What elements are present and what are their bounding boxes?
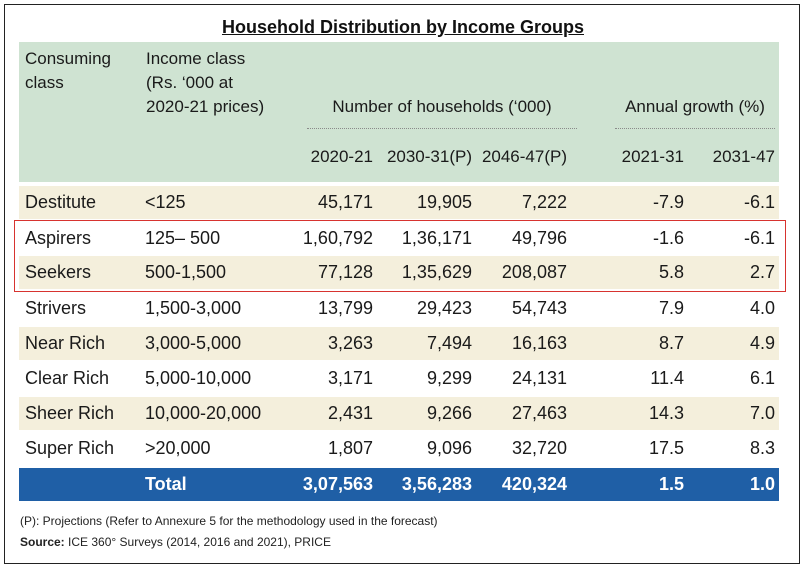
cell-2046-47: 49,796 [511,228,567,248]
header-year-2020-21: 2020-21 [310,147,373,166]
source-label: Source: [20,535,65,549]
cell-class: Super Rich [25,438,115,458]
cell-growth-2021-31: -1.6 [652,228,684,248]
cell-growth-2021-31: 5.8 [658,262,684,282]
header-income-class-line: (Rs. ‘000 at [146,73,233,92]
header-consuming-class-line: class [25,73,64,92]
cell-income: 5,000-10,000 [145,368,252,388]
cell-growth-2031-47: -6.1 [743,228,775,248]
image-frame [4,4,800,564]
cell-growth-2021-31: 11.4 [650,368,684,388]
header-income-class: Income class (Rs. ‘000 at 2020-21 prices… [146,47,264,119]
header-divider [615,128,775,129]
cell-2046-47: 16,163 [511,333,567,353]
cell-2020-21: 3,07,563 [302,474,373,494]
cell-income: <125 [145,192,186,212]
table-row-near-rich: Near Rich 3,000-5,000 3,263 7,494 16,163… [19,327,779,360]
cell-2030-31: 1,35,629 [401,262,472,282]
cell-growth-2021-31: 8.7 [658,333,684,353]
header-income-class-line: Income class [146,49,246,68]
cell-2020-21: 45,171 [317,192,373,212]
cell-income: 10,000-20,000 [145,403,262,423]
cell-growth-2031-47: 7.0 [749,403,775,423]
cell-class: Sheer Rich [25,403,115,423]
cell-growth-2031-47: 1.0 [749,474,775,494]
header-growth-2031-47: 2031-47 [712,147,775,166]
cell-2030-31: 9,299 [426,368,472,388]
header-consuming-class: Consuming class [25,47,111,95]
cell-2046-47: 7,222 [521,192,567,212]
header-growth-2021-31: 2021-31 [621,147,684,166]
cell-2020-21: 13,799 [317,298,373,318]
cell-income: 500-1,500 [145,262,227,282]
cell-class: Clear Rich [25,368,110,388]
cell-growth-2031-47: 2.7 [749,262,775,282]
cell-2046-47: 27,463 [511,403,567,423]
table-row-aspirers: Aspirers 125– 500 1,60,792 1,36,171 49,7… [19,222,779,255]
cell-2020-21: 77,128 [317,262,373,282]
cell-2020-21: 3,263 [327,333,373,353]
cell-2020-21: 1,807 [327,438,373,458]
cell-2020-21: 3,171 [327,368,373,388]
table-header: Consuming class Income class (Rs. ‘000 a… [19,42,779,182]
cell-income: 1,500-3,000 [145,298,242,318]
cell-class: Destitute [25,192,97,212]
header-income-class-line: 2020-21 prices) [146,97,265,116]
cell-2046-47: 32,720 [511,438,567,458]
table-row-strivers: Strivers 1,500-3,000 13,799 29,423 54,74… [19,292,779,325]
cell-growth-2031-47: 6.1 [749,368,775,388]
cell-growth-2031-47: 4.0 [749,298,775,318]
cell-2030-31: 9,266 [426,403,472,423]
source-text: ICE 360° Surveys (2014, 2016 and 2021), … [64,535,331,549]
cell-growth-2021-31: 17.5 [648,438,684,458]
cell-2030-31: 9,096 [426,438,472,458]
cell-2046-47: 420,324 [501,474,567,494]
cell-income: >20,000 [145,438,211,458]
cell-2030-31: 3,56,283 [401,474,472,494]
table-row-seekers: Seekers 500-1,500 77,128 1,35,629 208,08… [19,256,779,289]
footnote-projections: (P): Projections (Refer to Annexure 5 fo… [20,514,438,528]
table-row-super-rich: Super Rich >20,000 1,807 9,096 32,720 17… [19,432,779,465]
cell-income: 125– 500 [145,228,221,248]
cell-growth-2031-47: 8.3 [749,438,775,458]
cell-2030-31: 1,36,171 [401,228,472,248]
footnote-source: Source: ICE 360° Surveys (2014, 2016 and… [20,535,331,549]
table-row-sheer-rich: Sheer Rich 10,000-20,000 2,431 9,266 27,… [19,397,779,430]
cell-growth-2021-31: -7.9 [652,192,684,212]
cell-class: Near Rich [25,333,106,353]
table-row-clear-rich: Clear Rich 5,000-10,000 3,171 9,299 24,1… [19,362,779,395]
header-year-2046-47: 2046-47(P) [481,147,567,166]
cell-growth-2021-31: 14.3 [648,403,684,423]
cell-2020-21: 1,60,792 [302,228,373,248]
header-year-2030-31: 2030-31(P) [386,147,472,166]
cell-growth-2021-31: 7.9 [658,298,684,318]
cell-2030-31: 29,423 [416,298,472,318]
cell-class: Aspirers [25,228,92,248]
cell-total-label: Total [145,474,187,494]
cell-class: Strivers [25,298,87,318]
cell-class: Seekers [25,262,92,282]
header-annual-growth: Annual growth (%) [625,97,765,116]
header-consuming-class-line: Consuming [25,49,111,68]
cell-income: 3,000-5,000 [145,333,242,353]
cell-2030-31: 19,905 [416,192,472,212]
cell-growth-2031-47: 4.9 [749,333,775,353]
table-title: Household Distribution by Income Groups [221,17,584,37]
header-number-of-households: Number of households (‘000) [332,97,552,116]
cell-growth-2031-47: -6.1 [743,192,775,212]
table-row-destitute: Destitute <125 45,171 19,905 7,222 -7.9 … [19,186,779,219]
table-row-total: Total 3,07,563 3,56,283 420,324 1.5 1.0 [19,468,779,501]
cell-2046-47: 208,087 [501,262,567,282]
cell-2046-47: 54,743 [511,298,567,318]
cell-growth-2021-31: 1.5 [658,474,684,494]
cell-2030-31: 7,494 [426,333,472,353]
cell-2020-21: 2,431 [327,403,373,423]
highlight-box [14,220,786,292]
header-divider [307,128,577,129]
cell-2046-47: 24,131 [511,368,567,388]
